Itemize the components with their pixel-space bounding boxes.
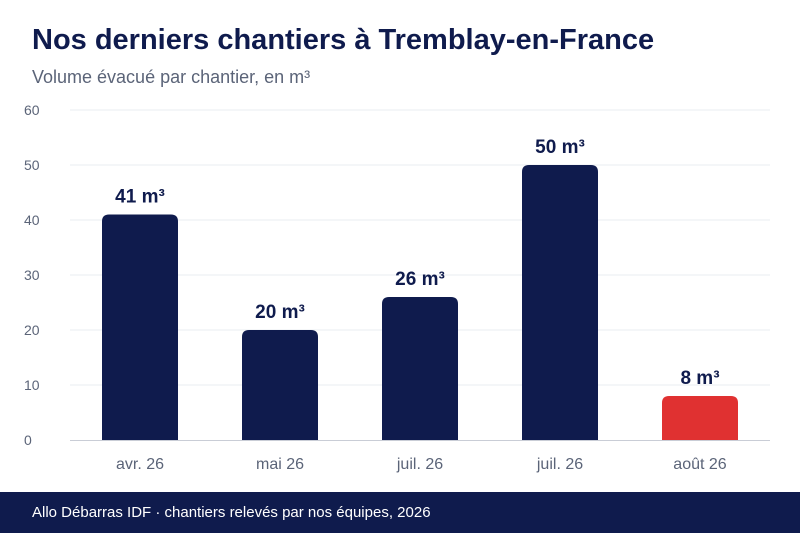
y-tick-label: 50 (24, 157, 40, 173)
footer-bar: Allo Débarras IDF · chantiers relevés pa… (0, 492, 800, 533)
bar (662, 396, 738, 440)
bar (242, 330, 318, 440)
x-tick-label: mai 26 (256, 456, 304, 473)
bar-chart: 0 10 20 30 40 50 60 41 m³ avr. 26 20 m³ mai 26 26 m… (24, 102, 770, 473)
x-tick-label: avr. 26 (116, 456, 164, 473)
bar-value-label: 8 m³ (680, 368, 719, 389)
x-tick-label: juil. 26 (396, 456, 443, 473)
y-tick-label: 60 (24, 102, 40, 118)
y-tick-label: 40 (24, 212, 40, 228)
bar-value-label: 50 m³ (535, 137, 585, 158)
bar-value-label: 41 m³ (115, 187, 165, 208)
bar (382, 297, 458, 440)
footer-source-text: Allo Débarras IDF · chantiers relevés pa… (32, 504, 431, 521)
y-tick-label: 20 (24, 322, 40, 338)
bar-value-label: 26 m³ (395, 269, 445, 290)
bar (522, 165, 598, 440)
y-tick-label: 0 (24, 432, 32, 448)
x-tick-label: juil. 26 (536, 456, 583, 473)
x-tick-label: août 26 (673, 456, 726, 473)
chart-title: Nos derniers chantiers à Tremblay-en-Fra… (32, 24, 655, 56)
chart-subtitle: Volume évacué par chantier, en m³ (32, 67, 311, 87)
bar (102, 214, 178, 440)
bar-value-label: 20 m³ (255, 302, 305, 323)
y-tick-label: 10 (24, 377, 40, 393)
y-tick-label: 30 (24, 267, 40, 283)
